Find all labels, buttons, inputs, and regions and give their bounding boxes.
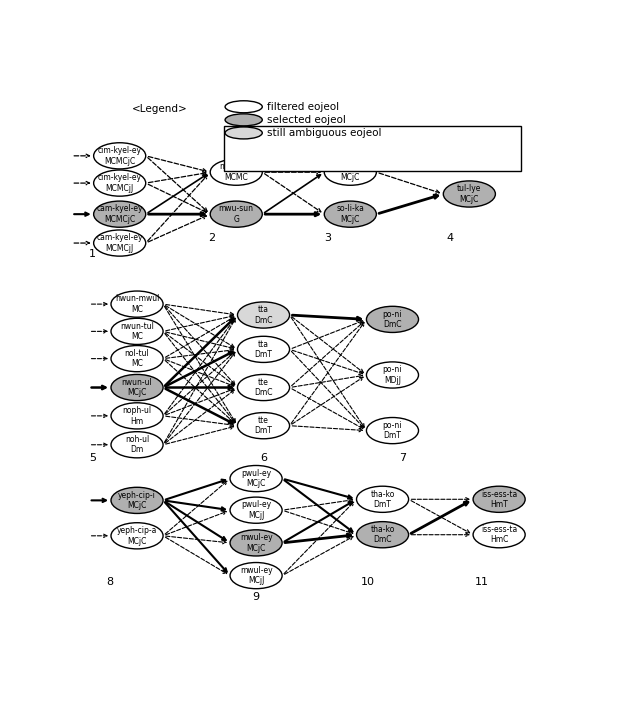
Text: 6: 6 <box>260 453 267 464</box>
Ellipse shape <box>93 143 146 169</box>
Text: iss-ess-ta
HmC: iss-ess-ta HmC <box>481 525 517 544</box>
Ellipse shape <box>225 101 262 113</box>
Text: yeph-cip-i
MCjC: yeph-cip-i MCjC <box>118 491 156 510</box>
Text: 8: 8 <box>106 577 113 587</box>
Ellipse shape <box>111 375 163 401</box>
Text: tha-ko
DmT: tha-ko DmT <box>371 489 395 509</box>
Ellipse shape <box>111 346 163 372</box>
Text: hwun-mwul
MC: hwun-mwul MC <box>115 295 159 314</box>
Ellipse shape <box>473 486 525 513</box>
Ellipse shape <box>93 201 146 227</box>
Ellipse shape <box>111 523 163 549</box>
Text: mwu-sun
G: mwu-sun G <box>219 205 253 224</box>
Text: cim-kyel-ey
MCMCjC: cim-kyel-ey MCMCjC <box>98 146 141 166</box>
Text: 7: 7 <box>399 453 406 464</box>
Text: still ambiguous eojeol: still ambiguous eojeol <box>268 128 382 138</box>
Ellipse shape <box>230 465 282 491</box>
Ellipse shape <box>367 418 419 444</box>
Text: filtered eojeol: filtered eojeol <box>268 102 340 112</box>
Text: cam-kyel-ey
MCMCjC: cam-kyel-ey MCMCjC <box>97 205 143 224</box>
Ellipse shape <box>356 486 408 513</box>
Text: mwul-ey
MCjJ: mwul-ey MCjJ <box>240 566 273 586</box>
Ellipse shape <box>444 181 495 207</box>
Ellipse shape <box>324 159 376 185</box>
Text: 5: 5 <box>89 453 96 464</box>
Ellipse shape <box>230 563 282 588</box>
Ellipse shape <box>111 319 163 345</box>
Ellipse shape <box>111 291 163 317</box>
Ellipse shape <box>237 336 289 362</box>
Ellipse shape <box>473 522 525 548</box>
Text: mwu-son
MCMC: mwu-son MCMC <box>219 162 253 182</box>
Text: pwul-ey
MCjJ: pwul-ey MCjJ <box>241 501 271 520</box>
Text: po-ni
DmC: po-ni DmC <box>383 309 402 329</box>
Ellipse shape <box>324 201 376 227</box>
Text: <Legend>: <Legend> <box>131 104 188 114</box>
Text: 9: 9 <box>253 593 260 603</box>
Text: 2: 2 <box>208 233 215 243</box>
Text: noph-ul
Hm: noph-ul Hm <box>122 406 152 426</box>
Ellipse shape <box>111 403 163 429</box>
Text: tte
DmT: tte DmT <box>255 416 273 435</box>
Ellipse shape <box>367 307 419 333</box>
Text: po-ni
DmT: po-ni DmT <box>383 421 402 440</box>
Text: so-li-ka
MCjC: so-li-ka MCjC <box>337 205 364 224</box>
Text: nol-tul
MC: nol-tul MC <box>125 349 149 368</box>
Text: so-la-ka
MCjC: so-la-ka MCjC <box>335 162 365 182</box>
Ellipse shape <box>210 159 262 185</box>
Text: yeph-cip-a
MCjC: yeph-cip-a MCjC <box>117 526 157 545</box>
Text: tha-ko
DmC: tha-ko DmC <box>371 525 395 544</box>
Text: tte
DmC: tte DmC <box>254 378 273 397</box>
Ellipse shape <box>367 362 419 388</box>
Ellipse shape <box>237 413 289 439</box>
Text: cim-kyel-ey
MCMCjJ: cim-kyel-ey MCMCjJ <box>98 173 141 193</box>
Text: pwul-ey
MCjC: pwul-ey MCjC <box>241 469 271 489</box>
Ellipse shape <box>237 302 289 328</box>
Ellipse shape <box>210 201 262 227</box>
Ellipse shape <box>225 114 262 126</box>
Text: po-ni
MDjJ: po-ni MDjJ <box>383 365 402 384</box>
Text: 10: 10 <box>361 577 374 587</box>
Text: nwun-tul
MC: nwun-tul MC <box>120 321 154 341</box>
Text: nwun-ul
MCjC: nwun-ul MCjC <box>122 378 152 397</box>
Text: mwul-ey
MCjC: mwul-ey MCjC <box>240 533 273 553</box>
Ellipse shape <box>230 497 282 523</box>
Text: noh-ul
Dm: noh-ul Dm <box>125 435 149 455</box>
Ellipse shape <box>225 127 262 139</box>
Ellipse shape <box>237 375 289 401</box>
Ellipse shape <box>111 487 163 513</box>
Text: tta
DmC: tta DmC <box>254 305 273 325</box>
Text: selected eojeol: selected eojeol <box>268 115 346 125</box>
Text: 3: 3 <box>324 233 332 243</box>
Text: 4: 4 <box>446 233 453 243</box>
Text: iss-ess-ta
HmT: iss-ess-ta HmT <box>481 489 517 509</box>
FancyBboxPatch shape <box>224 126 522 171</box>
Ellipse shape <box>356 522 408 548</box>
Ellipse shape <box>93 230 146 256</box>
Ellipse shape <box>230 530 282 556</box>
Ellipse shape <box>111 432 163 458</box>
Text: 1: 1 <box>89 249 96 259</box>
Text: tul-lye
MCjC: tul-lye MCjC <box>457 184 481 204</box>
Text: cam-kyel-ey
MCMCjJ: cam-kyel-ey MCMCjJ <box>97 234 143 253</box>
Text: tta
DmT: tta DmT <box>255 340 273 359</box>
Text: 11: 11 <box>475 577 489 587</box>
Ellipse shape <box>93 170 146 196</box>
